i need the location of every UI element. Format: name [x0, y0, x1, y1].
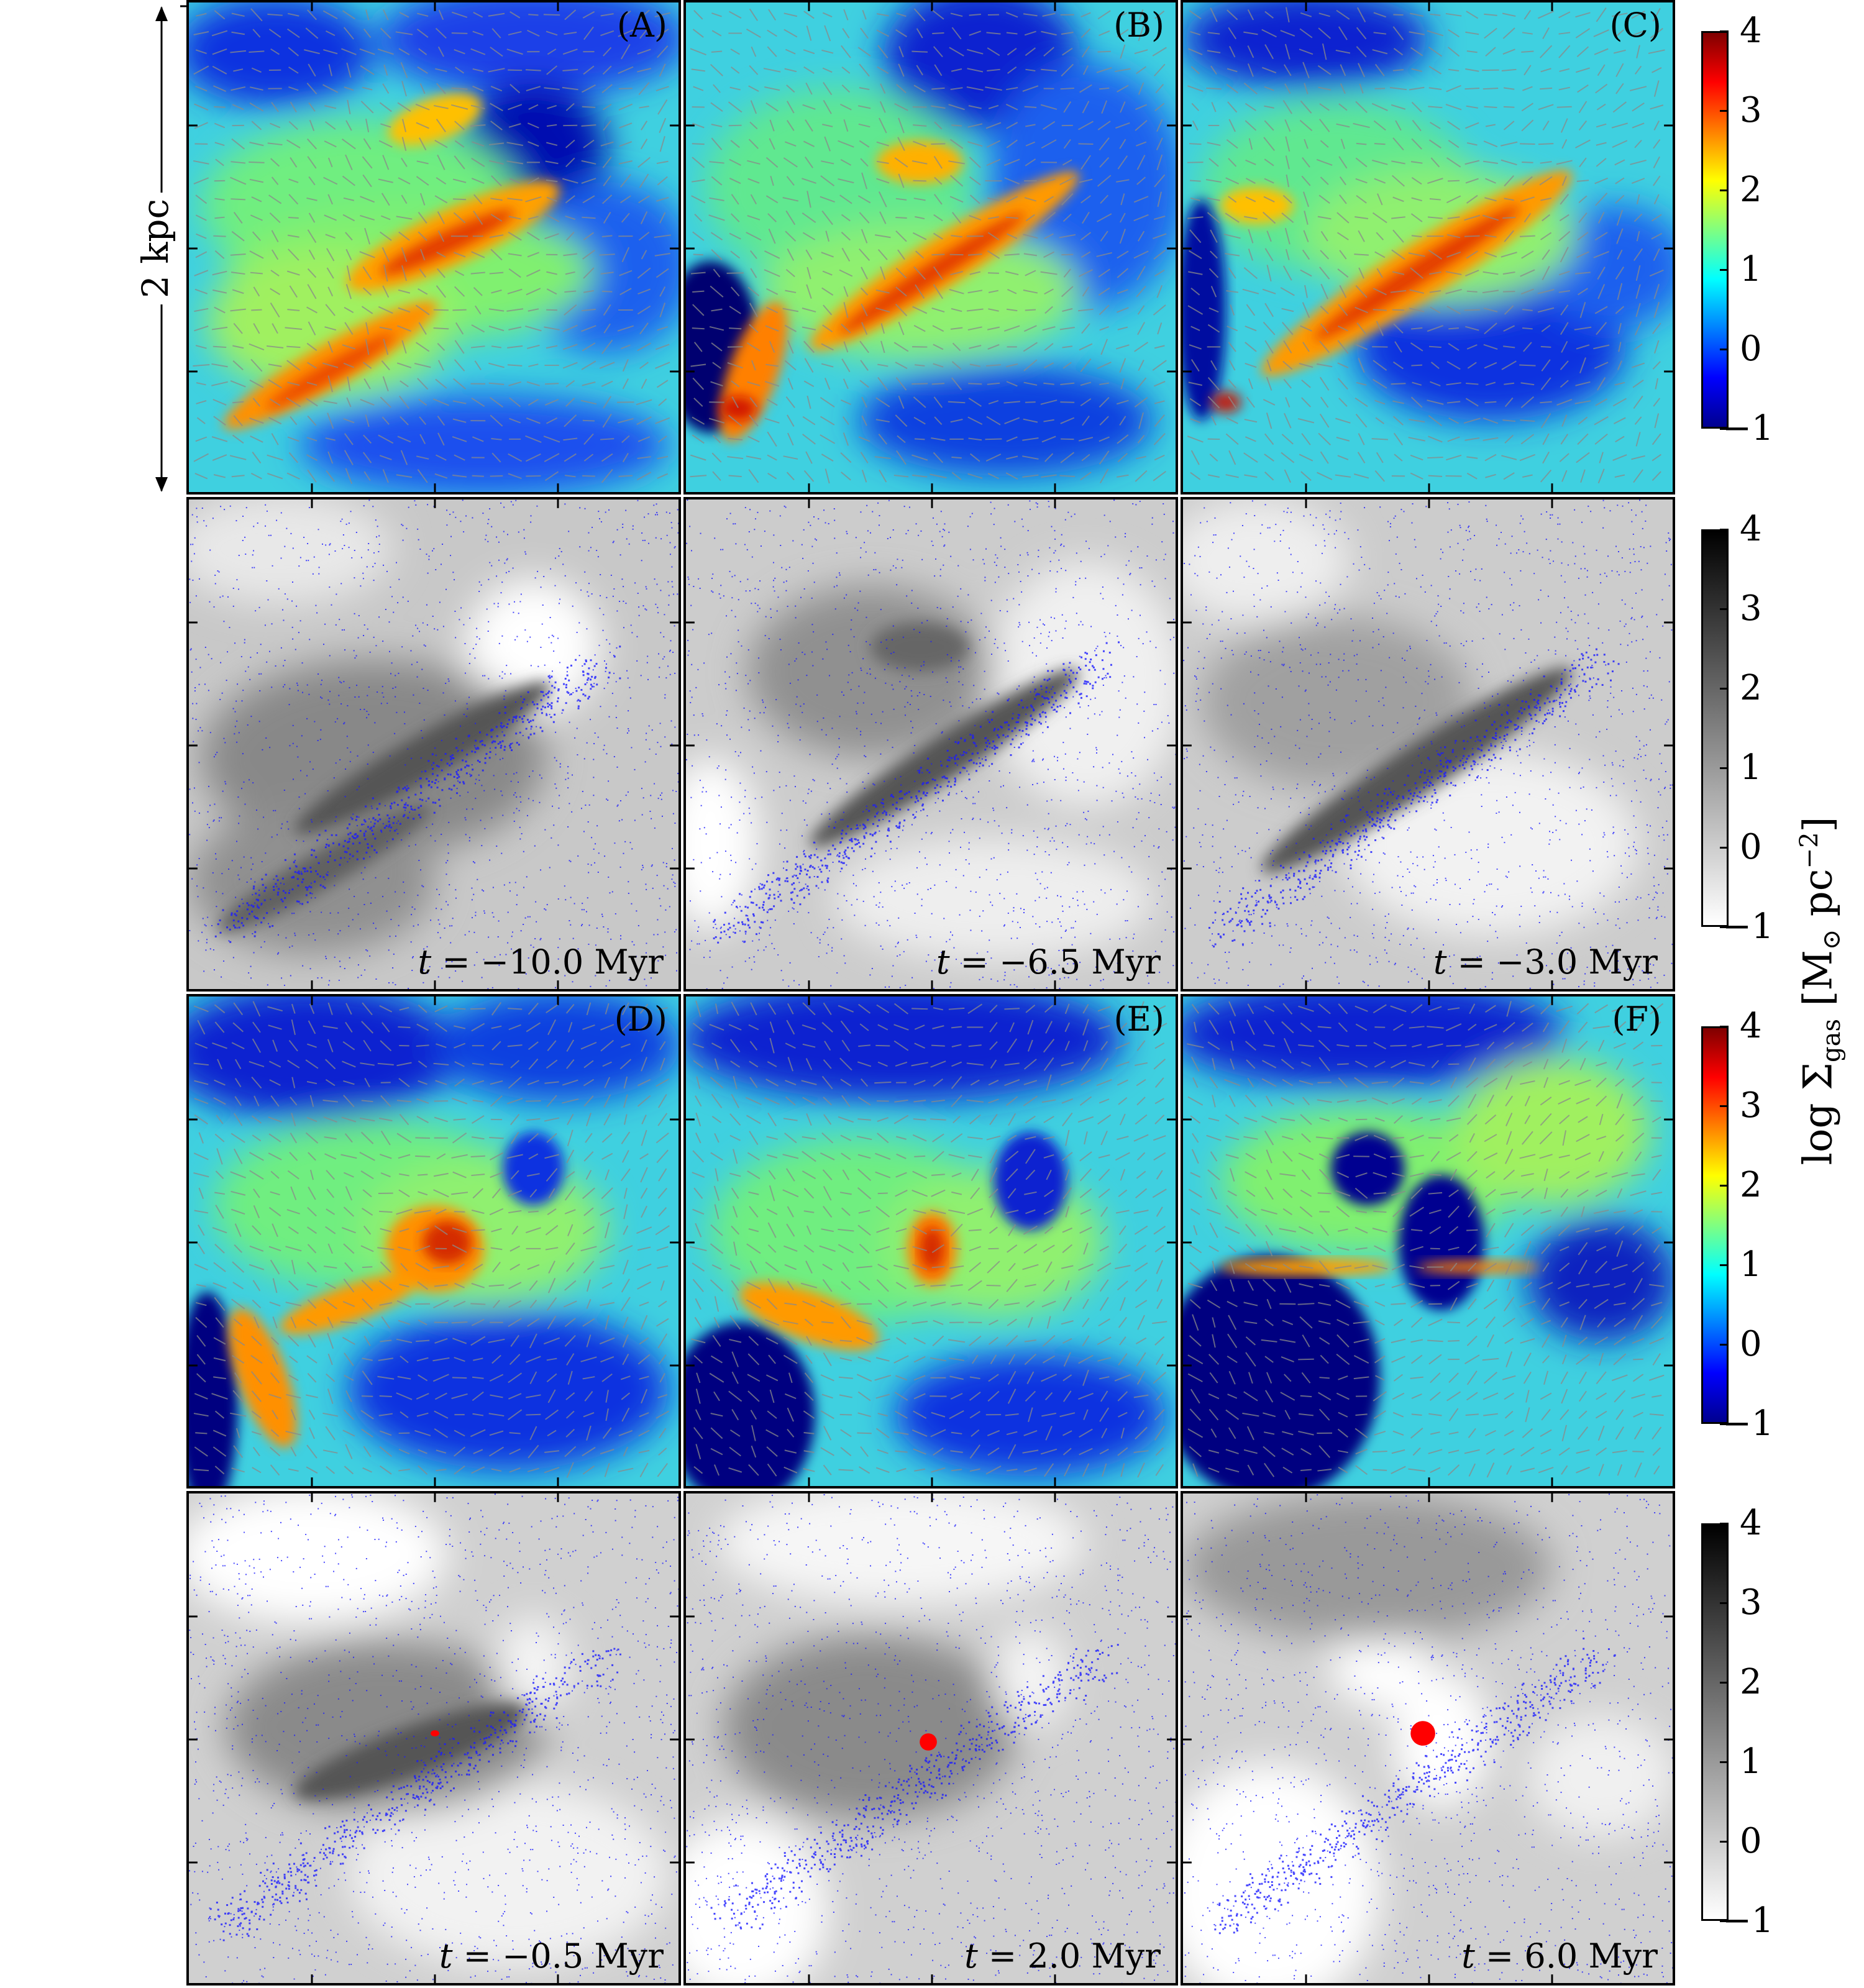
- panel-f-stars-map: t = 6.0 Myr: [1181, 1491, 1675, 1986]
- panel-b-stars-map: t = −6.5 Myr: [683, 497, 1178, 992]
- colorbar-tick-label: 0: [1740, 1324, 1762, 1364]
- time-label-6: t = 6.0 Myr: [1461, 1936, 1658, 1976]
- colorbar-tick-label: −1: [1722, 1900, 1774, 1941]
- panel-label-c: (C): [1609, 6, 1661, 45]
- time-label-5: t = 2.0 Myr: [964, 1936, 1161, 1976]
- colorbar-tick-mark: [1720, 926, 1729, 928]
- colorbar-tick-label: 2: [1740, 668, 1762, 708]
- panel-f-gas-map: (F): [1181, 994, 1675, 1489]
- panel-label-f: (F): [1612, 1000, 1661, 1039]
- time-label-1: t = −10.0 Myr: [418, 942, 664, 982]
- colorbar-tick-label: 1: [1740, 1741, 1762, 1782]
- panel-a-gas-map: (A): [186, 0, 681, 495]
- colorbar-tick-mark: [1720, 767, 1729, 769]
- panel-c-stars-map: t = −3.0 Myr: [1181, 497, 1675, 992]
- scale-label: 2 kpc: [134, 192, 176, 305]
- colorbar-tick-mark: [1720, 1026, 1729, 1028]
- colorbar-tick-label: 0: [1740, 1821, 1762, 1861]
- colorbar-tick-label: 1: [1740, 249, 1762, 290]
- colorbar-tick-mark: [1720, 1761, 1729, 1763]
- colorbar-tick-label: 4: [1740, 11, 1762, 51]
- colorbar-tick-label: 0: [1740, 329, 1762, 369]
- colorbar-tick-mark: [1720, 1185, 1729, 1187]
- colorbar-tick-mark: [1720, 1344, 1729, 1346]
- colorbar-tick-mark: [1720, 1523, 1729, 1525]
- colorbar-tick-mark: [1720, 529, 1729, 531]
- panel-d-gas-map: (D): [186, 994, 681, 1489]
- colorbar-tick-label: 4: [1740, 1503, 1762, 1543]
- colorbar-tick-mark: [1720, 847, 1729, 849]
- colorbar-tick-label: 3: [1740, 90, 1762, 130]
- colorbar-gray-top: [1701, 529, 1729, 927]
- panel-label-e: (E): [1113, 1000, 1164, 1039]
- panel-label-d: (D): [614, 1000, 667, 1039]
- colorbar-tick-label: 2: [1740, 1165, 1762, 1205]
- time-label-2: t = −6.5 Myr: [936, 942, 1161, 982]
- colorbar-tick-label: 3: [1740, 588, 1762, 629]
- colorbar-tick-mark: [1720, 428, 1729, 430]
- colorbar-tick-mark: [1720, 30, 1729, 32]
- colorbar-tick-mark: [1720, 1423, 1729, 1425]
- colorbar-tick-mark: [1720, 1841, 1729, 1843]
- colorbar-tick-mark: [1720, 1264, 1729, 1266]
- panel-e-stars-map: t = 2.0 Myr: [683, 1491, 1178, 1986]
- time-label-3: t = −3.0 Myr: [1433, 942, 1658, 982]
- colorbar-tick-mark: [1720, 1105, 1729, 1107]
- colorbar-tick-mark: [1720, 1602, 1729, 1604]
- colorbar-tick-label: 2: [1740, 170, 1762, 210]
- colorbar-gray-bottom: [1701, 1523, 1729, 1921]
- panel-label-b: (B): [1113, 6, 1164, 45]
- colorbar-axis-title: log Σgas [M⊙ pc−2]: [1794, 816, 1847, 1165]
- colorbar-tick-label: 4: [1740, 1006, 1762, 1046]
- panel-c-gas-map: (C): [1181, 0, 1675, 495]
- colorbar-tick-label: 2: [1740, 1662, 1762, 1702]
- colorbar-tick-label: 3: [1740, 1085, 1762, 1126]
- panel-e-gas-map: (E): [683, 994, 1178, 1489]
- colorbar-tick-mark: [1720, 688, 1729, 690]
- colorbar-tick-mark: [1720, 1920, 1729, 1922]
- colorbar-tick-label: −1: [1722, 408, 1774, 449]
- colorbar-jet-bottom: [1701, 1026, 1729, 1424]
- panel-d-stars-map: t = −0.5 Myr: [186, 1491, 681, 1986]
- time-label-4: t = −0.5 Myr: [439, 1936, 664, 1976]
- colorbar-tick-mark: [1720, 110, 1729, 112]
- colorbar-tick-label: 0: [1740, 827, 1762, 867]
- colorbar-tick-label: 4: [1740, 509, 1762, 549]
- colorbar-tick-label: 3: [1740, 1582, 1762, 1623]
- colorbar-tick-mark: [1720, 349, 1729, 350]
- colorbar-tick-label: 1: [1740, 1244, 1762, 1285]
- colorbar-tick-mark: [1720, 1682, 1729, 1684]
- panel-a-stars-map: t = −10.0 Myr: [186, 497, 681, 992]
- colorbar-tick-label: −1: [1722, 906, 1774, 947]
- colorbar-tick-mark: [1720, 189, 1729, 191]
- panel-label-a: (A): [616, 6, 667, 45]
- colorbar-jet-top: [1701, 31, 1729, 429]
- colorbar-tick-mark: [1720, 269, 1729, 271]
- panel-b-gas-map: (B): [683, 0, 1178, 495]
- colorbar-tick-mark: [1720, 608, 1729, 610]
- colorbar-tick-label: −1: [1722, 1403, 1774, 1444]
- colorbar-tick-label: 1: [1740, 747, 1762, 788]
